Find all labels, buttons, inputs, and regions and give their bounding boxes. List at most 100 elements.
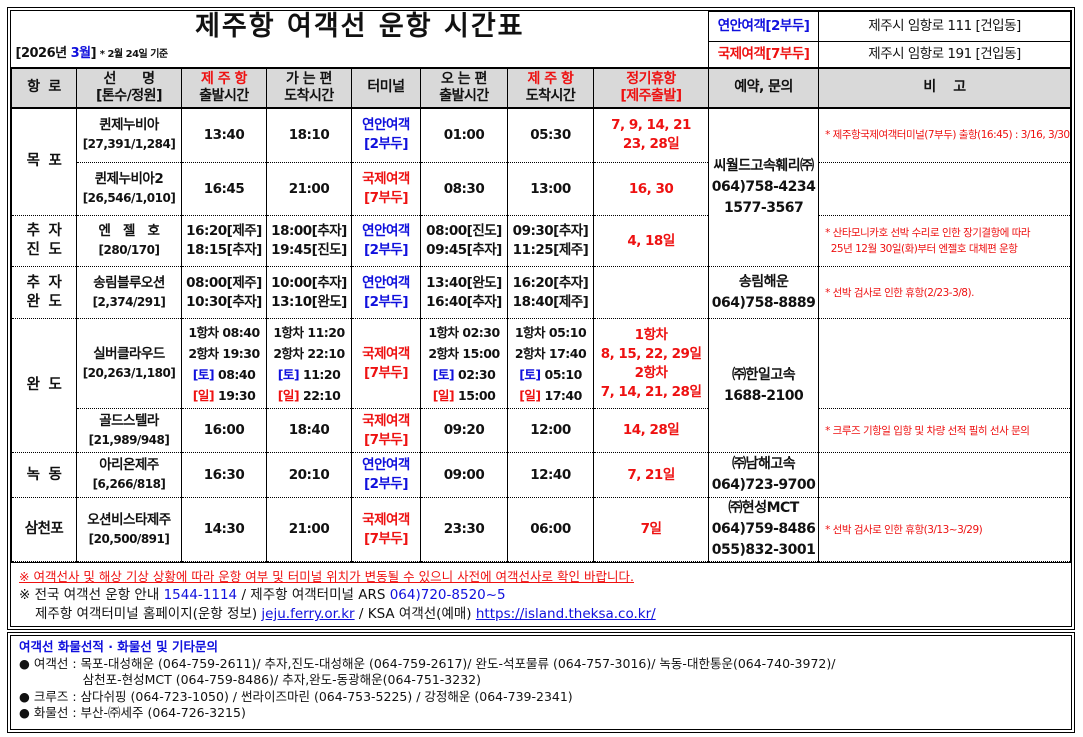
cell-line: 16, 30: [628, 180, 674, 197]
cell-line: 연안여객: [362, 117, 410, 134]
return-departure-cell: 08:00[진도] 09:45[추자]: [420, 215, 508, 267]
cell-line: 09:45[추자]: [426, 242, 502, 258]
day-tag: [토]: [432, 366, 455, 382]
cell-line: [20,263/1,180]: [82, 365, 176, 380]
cell-line: 목 포: [26, 153, 62, 170]
cell-line: 14:30: [203, 521, 245, 537]
cell-line: 2항차 17:40: [514, 345, 587, 361]
cell-line: [토] 08:40: [182, 364, 266, 385]
jeju-departure-cell: 14:30: [181, 497, 267, 562]
return-departure-cell: 13:40[완도] 16:40[추자]: [420, 266, 508, 319]
cell-line: 2항차 19:30: [188, 345, 260, 361]
ship-name-cell: 아리온제주 [6,266/818]: [76, 452, 182, 498]
jeju-arrival-cell: 13:00: [507, 162, 594, 216]
homepage-link[interactable]: jeju.ferry.or.kr: [261, 606, 355, 622]
cell-line: 골드스텔라: [99, 412, 159, 429]
header-cell: 선 명 [톤수/정원]: [76, 66, 182, 109]
closed-days-cell: 7, 21일: [592, 452, 710, 498]
jeju-departure-cell: 16:45: [181, 162, 267, 216]
header-line: 도착시간: [284, 87, 334, 104]
cell-line: * 크루즈 기항일 입항 및 차량 선적 필히 선사 문의: [825, 424, 1030, 437]
cell-line: [20,500/891]: [88, 531, 170, 546]
cell-line: 2항차 15:00: [428, 345, 500, 361]
terminal-cell: 국제여객 [7부두]: [351, 497, 421, 562]
cell-line: 10:30[추자]: [186, 293, 262, 310]
header-line: 오 는 편: [441, 70, 487, 87]
cell-line: [2부두]: [363, 242, 409, 258]
jeju-arrival-cell: 16:20[추자] 18:40[제주]: [507, 266, 594, 319]
table-row: 완 도 실버클라우드 [20,263/1,180] 1항차 08:40 2항차 19:3…: [11, 318, 1071, 453]
cell-line: 18:00[추자]: [271, 223, 347, 239]
terminal-cell: 국제여객 [7부두]: [351, 318, 421, 409]
remark-cell: [818, 452, 1071, 498]
jeju-arrival-cell: 12:00: [507, 408, 594, 453]
closed-days-cell: 7일: [592, 497, 710, 562]
cell-line: 추 자: [26, 223, 62, 239]
cargo-title: 여객선 화물선적 · 화물선 및 기타문의: [19, 639, 219, 654]
cell-line: [7부두]: [363, 190, 409, 206]
time: 02:30: [454, 366, 496, 382]
cell-line: 송림블루오션: [93, 274, 165, 291]
closed-days-cell: 14, 28일: [592, 408, 710, 453]
cell-line: 09:00: [443, 466, 485, 483]
terminal-label-coastal: 연안여객[2부두]: [708, 11, 820, 42]
arrival-cell: 21:00: [266, 162, 352, 216]
remark-cell: * 선박 검사로 인한 휴항(2/23-3/8).: [818, 266, 1071, 319]
info-note: ※ 전국 여객선 운항 안내 1544-1114 / 제주항 여객터미널 ARS…: [19, 587, 506, 603]
jeju-arrival-cell: 06:00: [507, 497, 594, 562]
header-cell: 터미널: [351, 66, 421, 109]
route-cell: 녹 동: [11, 452, 77, 498]
cell-line: 국제여객: [362, 171, 410, 187]
cell-line: 오션비스타제주: [87, 511, 171, 528]
header-cell: 제 주 항 출발시간: [181, 66, 267, 109]
notes: ※ 여객선사 및 해상 기상 상황에 따라 운항 여부 및 터미널 위치가 변동…: [11, 562, 1071, 628]
day-tag: [일]: [432, 387, 455, 403]
contact-cell: 씨월드고속훼리㈜ 064)758-4234 1577-3567: [708, 107, 820, 267]
cell-line: 7, 14, 21, 28일: [600, 383, 702, 400]
remark-cell: [818, 162, 1071, 216]
cell-line: 송림해운: [738, 273, 789, 290]
cell-line: 녹 동: [26, 466, 62, 483]
cell-line: [7부두]: [363, 364, 409, 381]
contact-cell: ㈜현성MCT 064)759-8486 055)832-3001: [708, 497, 820, 562]
header-line: [톤수/정원]: [96, 87, 162, 104]
cell-line: 2항차: [634, 364, 668, 381]
cell-line: 진 도: [26, 242, 62, 258]
timetable: 제주항 여객선 운항 시간표 연안여객 [2부두] 제주시 임항로 111 [건입…: [11, 11, 1071, 562]
cell-line: 01:00: [443, 126, 485, 143]
return-departure-cell: 09:00: [420, 452, 508, 498]
cell-line: [2부두]: [363, 476, 409, 492]
cargo-inquiry-box: 여객선 화물선적 · 화물선 및 기타문의 ● 여객선 : 목포-대성해운 (0…: [7, 632, 1075, 733]
ship-name-cell: 송림블루오션 [2,374/291]: [76, 266, 182, 319]
cell-line: [일] 19:30: [182, 385, 266, 406]
return-departure-cell: 01:00: [420, 107, 508, 163]
cell-line: [7부두]: [363, 431, 409, 448]
cell-line: 1항차 05:10: [514, 324, 587, 340]
jeju-departure-cell: 16:30: [181, 452, 267, 498]
cell-line: [280/170]: [98, 243, 160, 257]
cell-line: 21:00: [288, 180, 330, 197]
terminal-cell: 연안여객 [2부두]: [351, 107, 421, 163]
cell-line: * 산타모니카호 선박 수리로 인한 장기결항에 따라: [825, 227, 1031, 239]
ship-name-cell: 엔 젤 호 [280/170]: [76, 215, 182, 267]
header-cell: 오 는 편 출발시간: [420, 66, 508, 109]
cell-line: 13:10[완도]: [271, 293, 347, 310]
cell-line: 19:45[진도]: [271, 242, 347, 258]
cell-line: 16:00: [203, 422, 245, 438]
cell-line: 국제여객: [362, 412, 410, 429]
terminal-cell: 연안여객 [2부두]: [351, 215, 421, 267]
closed-days-cell: 16, 30: [592, 162, 710, 216]
cell-line: 08:00[진도]: [426, 223, 502, 239]
cell-line: 25년 12월 30일(화)부터 엔젤호 대체편 운항: [825, 243, 1018, 255]
basis-date: * 2월 24일 기준: [99, 49, 168, 60]
jeju-departure-cell: 13:40: [181, 107, 267, 163]
route-cell: 완 도: [11, 318, 77, 453]
cell-line: 연안여객: [362, 223, 410, 239]
cell-line: 08:00[제주]: [186, 274, 262, 291]
ksa-link[interactable]: https://island.theksa.co.kr/: [475, 606, 656, 622]
cell-line: [2,374/291]: [92, 294, 166, 309]
ars-phone: 064)720-8520~5: [389, 587, 506, 603]
